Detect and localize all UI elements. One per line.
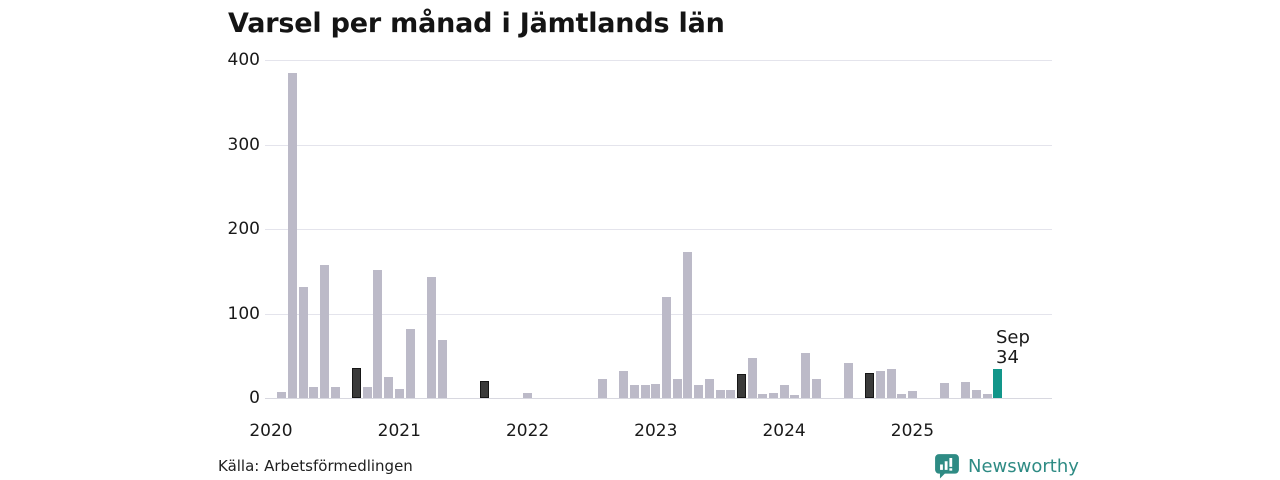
bar-2023-08[interactable] xyxy=(726,390,736,398)
x-tick-label-2020: 2020 xyxy=(249,421,293,441)
bar-2024-09[interactable] xyxy=(865,372,875,398)
gridline-y0 xyxy=(265,398,1052,399)
bar-2021-04[interactable] xyxy=(426,277,436,398)
bar-2022-11[interactable] xyxy=(630,385,639,398)
bar-2023-09[interactable] xyxy=(736,373,746,398)
bar-2020-12[interactable] xyxy=(384,376,394,398)
bar-2024-02[interactable] xyxy=(790,394,800,398)
bar-2024-07[interactable] xyxy=(843,363,853,398)
bar-2023-06[interactable] xyxy=(704,378,714,398)
bar-2021-09[interactable] xyxy=(480,381,490,398)
x-tick-label-2025: 2025 xyxy=(890,421,935,441)
bar-2025-04[interactable] xyxy=(940,382,949,398)
bar-2025-09[interactable] xyxy=(993,369,1003,398)
bar-2023-11[interactable] xyxy=(758,393,768,398)
bar-2022-01[interactable] xyxy=(523,392,533,398)
bar-2023-04[interactable] xyxy=(683,251,693,398)
y-tick-label-100: 100 xyxy=(227,303,260,324)
bar-2023-10[interactable] xyxy=(747,358,757,398)
x-tick-label-2023: 2023 xyxy=(634,421,678,441)
gridline-y100 xyxy=(265,313,1052,315)
bar-2021-02[interactable] xyxy=(405,328,415,398)
bar-2020-09[interactable] xyxy=(352,367,361,398)
bar-2020-10[interactable] xyxy=(362,387,372,398)
bar-2023-01[interactable] xyxy=(651,383,661,398)
y-tick-label-400: 400 xyxy=(227,50,260,70)
gridline-y400 xyxy=(265,60,1052,61)
newsworthy-logo-icon xyxy=(934,453,960,479)
newsworthy-logo-text: Newsworthy xyxy=(968,455,1079,477)
bar-2024-11[interactable] xyxy=(886,369,896,398)
source-caption: Källa: Arbetsförmedlingen xyxy=(218,457,413,475)
bar-2025-01[interactable] xyxy=(907,391,917,398)
bar-2024-01[interactable] xyxy=(779,385,789,398)
gridline-y200 xyxy=(265,229,1052,230)
bar-2020-03[interactable] xyxy=(287,72,297,398)
chart-title: Varsel per månad i Jämtlands län xyxy=(228,8,725,39)
y-tick-label-300: 300 xyxy=(227,134,260,155)
bar-2020-02[interactable] xyxy=(277,392,287,398)
bar-2024-12[interactable] xyxy=(897,393,907,398)
bar-2025-08[interactable] xyxy=(982,393,992,398)
newsworthy-logo[interactable]: Newsworthy xyxy=(934,453,1079,479)
x-tick-label-2022: 2022 xyxy=(505,421,550,441)
bar-2022-08[interactable] xyxy=(597,379,607,398)
bar-2023-03[interactable] xyxy=(672,378,682,398)
bar-2021-05[interactable] xyxy=(437,339,447,398)
bar-2020-06[interactable] xyxy=(319,265,329,398)
bar-2025-06[interactable] xyxy=(961,381,971,398)
bar-2024-10[interactable] xyxy=(875,371,885,398)
bar-2023-07[interactable] xyxy=(715,389,725,398)
bar-2022-10[interactable] xyxy=(619,371,629,398)
x-tick-label-2021: 2021 xyxy=(377,421,421,441)
x-tick-label-2024: 2024 xyxy=(762,421,806,441)
bar-2024-03[interactable] xyxy=(801,353,810,398)
bar-2020-04[interactable] xyxy=(298,287,308,398)
bar-2023-02[interactable] xyxy=(662,296,671,398)
bar-2020-05[interactable] xyxy=(309,387,319,398)
y-tick-label-200: 200 xyxy=(227,219,260,239)
bar-2024-04[interactable] xyxy=(811,379,821,398)
bar-2025-07[interactable] xyxy=(972,389,981,398)
bar-2023-05[interactable] xyxy=(694,384,704,398)
bar-2020-07[interactable] xyxy=(330,387,340,398)
bar-2020-11[interactable] xyxy=(373,269,383,398)
y-tick-label-0: 0 xyxy=(249,388,260,408)
annotation-value-label: 34 xyxy=(996,347,1019,368)
bar-2023-12[interactable] xyxy=(768,392,778,398)
bar-2022-12[interactable] xyxy=(640,385,650,398)
gridline-y300 xyxy=(265,144,1052,146)
bar-2021-01[interactable] xyxy=(394,388,404,398)
current-point-annotation: Sep 34 xyxy=(996,328,1030,368)
annotation-month-label: Sep xyxy=(996,327,1030,348)
